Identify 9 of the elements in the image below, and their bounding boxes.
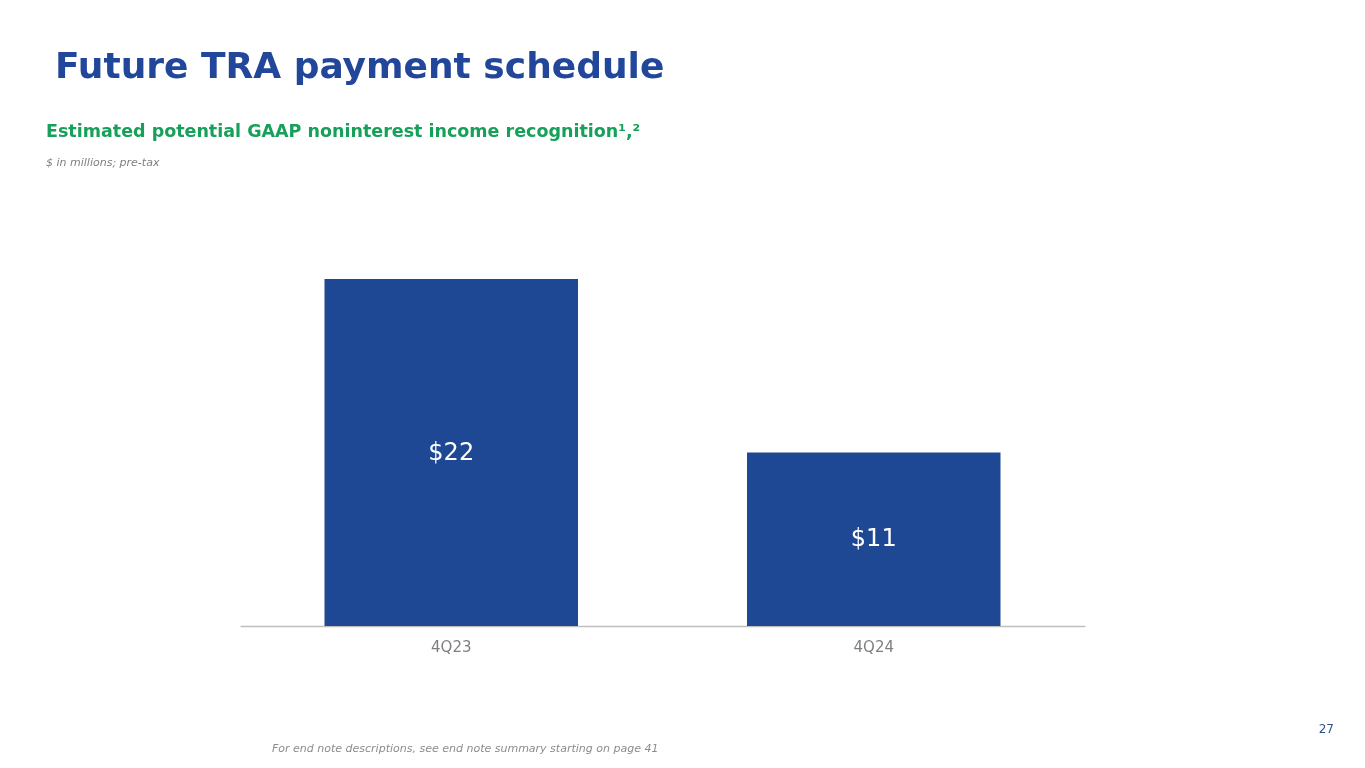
text: For end note descriptions, see end note summary starting on page 41 [272,742,659,755]
text: 27 [1318,722,1334,736]
text: $ in millions; pre-tax [46,156,160,169]
data-label: $11 [850,524,897,553]
chart-subtitle: Estimated potential GAAP noninterest income recognition¹,² [46,121,641,141]
x-tick-label: 4Q24 [853,637,894,656]
data-label: $22 [428,437,475,466]
chart-title: Future TRA payment schedule [55,45,665,86]
x-tick-label: 4Q23 [431,637,472,656]
